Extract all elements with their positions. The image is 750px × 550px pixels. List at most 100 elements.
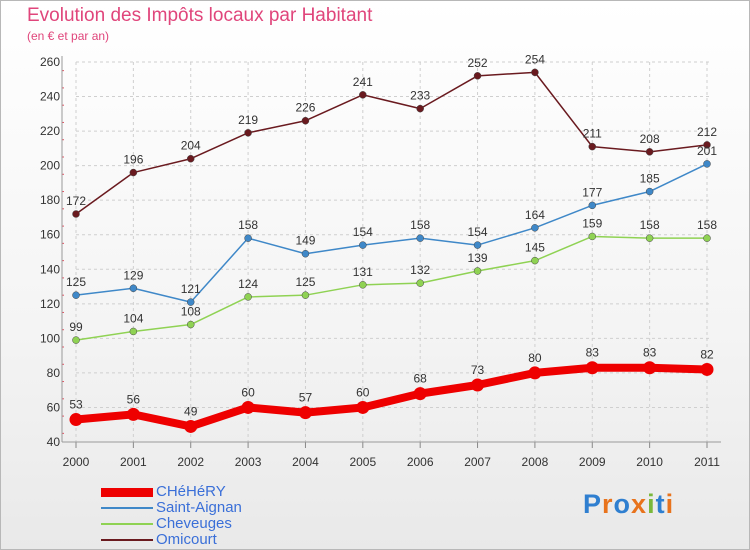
data-point bbox=[301, 291, 310, 299]
chart-title: Evolution des Impôts locaux par Habitant bbox=[27, 5, 373, 26]
data-point bbox=[645, 148, 654, 156]
data-point bbox=[69, 413, 83, 427]
data-label: 158 bbox=[697, 218, 717, 232]
data-label: 154 bbox=[353, 225, 373, 239]
data-label: 129 bbox=[123, 268, 143, 282]
data-label: 159 bbox=[582, 216, 602, 230]
data-point bbox=[186, 154, 195, 163]
data-point bbox=[703, 234, 711, 242]
x-tick-label: 2003 bbox=[235, 455, 262, 469]
series-line-cheveuges bbox=[75, 235, 707, 341]
data-label: 57 bbox=[299, 391, 313, 405]
y-tick-label: 200 bbox=[40, 159, 60, 173]
x-tick-label: 2009 bbox=[579, 455, 606, 469]
data-label: 164 bbox=[525, 208, 545, 222]
legend-swatch bbox=[101, 488, 153, 497]
data-point bbox=[473, 267, 482, 275]
data-labels: 172 196 204 219 226 241 233 252 254 211 208 212 125 1… bbox=[66, 52, 717, 418]
data-point bbox=[588, 232, 597, 241]
data-label: 99 bbox=[69, 320, 83, 334]
data-point bbox=[129, 168, 138, 177]
data-label: 254 bbox=[525, 52, 545, 66]
y-tick-label: 60 bbox=[47, 400, 61, 414]
logo-letter: o bbox=[613, 489, 632, 519]
data-point bbox=[531, 224, 539, 232]
data-point bbox=[359, 241, 367, 249]
data-point bbox=[471, 378, 485, 392]
data-label: 233 bbox=[410, 89, 430, 103]
legend-label: Cheveuges bbox=[156, 515, 232, 532]
data-point bbox=[473, 72, 482, 80]
legend-label: Omicourt bbox=[156, 531, 217, 548]
data-point bbox=[585, 361, 599, 375]
data-label: 53 bbox=[69, 398, 83, 412]
data-label: 131 bbox=[353, 265, 373, 279]
y-tick-label: 40 bbox=[47, 435, 61, 449]
data-label: 211 bbox=[583, 127, 602, 141]
data-label: 104 bbox=[123, 311, 143, 325]
data-point bbox=[126, 407, 140, 421]
data-point bbox=[359, 281, 367, 289]
x-tick-label: 2006 bbox=[407, 455, 434, 469]
data-label: 208 bbox=[640, 132, 660, 146]
data-label: 201 bbox=[697, 144, 717, 158]
data-label: 49 bbox=[184, 404, 198, 418]
data-label: 158 bbox=[640, 218, 660, 232]
legend-swatch bbox=[101, 523, 153, 525]
x-tick-label: 2000 bbox=[63, 455, 90, 469]
logo-letter: t bbox=[655, 489, 666, 519]
logo-letter: P bbox=[583, 489, 603, 519]
data-point bbox=[703, 160, 711, 168]
y-tick-label: 240 bbox=[40, 90, 60, 104]
legend-label: Saint-Aignan bbox=[156, 499, 242, 516]
y-tick-label: 260 bbox=[40, 55, 60, 69]
logo-letter: i bbox=[665, 489, 675, 519]
data-label: 124 bbox=[238, 277, 258, 291]
data-label: 172 bbox=[66, 194, 86, 208]
data-point bbox=[416, 104, 424, 113]
proxiti-logo: Proxiti bbox=[583, 489, 674, 520]
data-label: 252 bbox=[468, 56, 488, 70]
data-label: 139 bbox=[468, 251, 488, 265]
data-label: 56 bbox=[127, 392, 141, 406]
series-line-saint-aignan bbox=[75, 163, 708, 303]
data-label: 241 bbox=[353, 75, 373, 89]
data-point bbox=[184, 419, 198, 433]
data-label: 108 bbox=[181, 305, 201, 319]
x-tick-label: 2010 bbox=[636, 455, 663, 469]
data-label: 177 bbox=[582, 185, 602, 199]
data-label: 83 bbox=[643, 346, 657, 360]
legend-swatch bbox=[101, 507, 153, 509]
data-point bbox=[72, 291, 80, 299]
x-tick-label: 2005 bbox=[349, 455, 376, 469]
y-tick-label: 140 bbox=[40, 262, 60, 276]
data-label: 68 bbox=[414, 372, 428, 386]
data-label: 82 bbox=[700, 347, 714, 361]
data-point bbox=[588, 201, 597, 210]
y-tick-label: 180 bbox=[40, 193, 60, 207]
data-point bbox=[244, 293, 252, 301]
series-line-cheher bbox=[75, 363, 708, 431]
data-label: 158 bbox=[410, 218, 430, 232]
data-point bbox=[588, 142, 597, 151]
data-label: 145 bbox=[525, 241, 545, 255]
data-point bbox=[244, 129, 252, 137]
data-point bbox=[129, 327, 138, 336]
data-label: 125 bbox=[66, 275, 86, 289]
data-label: 132 bbox=[410, 263, 430, 277]
data-point bbox=[301, 116, 310, 125]
data-point bbox=[645, 234, 654, 242]
x-tick-label: 2011 bbox=[694, 455, 720, 469]
data-point bbox=[531, 68, 539, 77]
data-point bbox=[416, 279, 424, 287]
x-tick-label: 2002 bbox=[177, 455, 204, 469]
y-tick-label: 80 bbox=[47, 366, 61, 380]
data-point bbox=[186, 298, 195, 306]
data-label: 80 bbox=[528, 351, 542, 365]
legend-label: CHéHéRY bbox=[156, 483, 226, 500]
y-tick-label: 100 bbox=[40, 331, 60, 345]
data-point bbox=[186, 320, 195, 329]
data-point bbox=[528, 366, 542, 380]
logo-letter: r bbox=[602, 489, 614, 519]
